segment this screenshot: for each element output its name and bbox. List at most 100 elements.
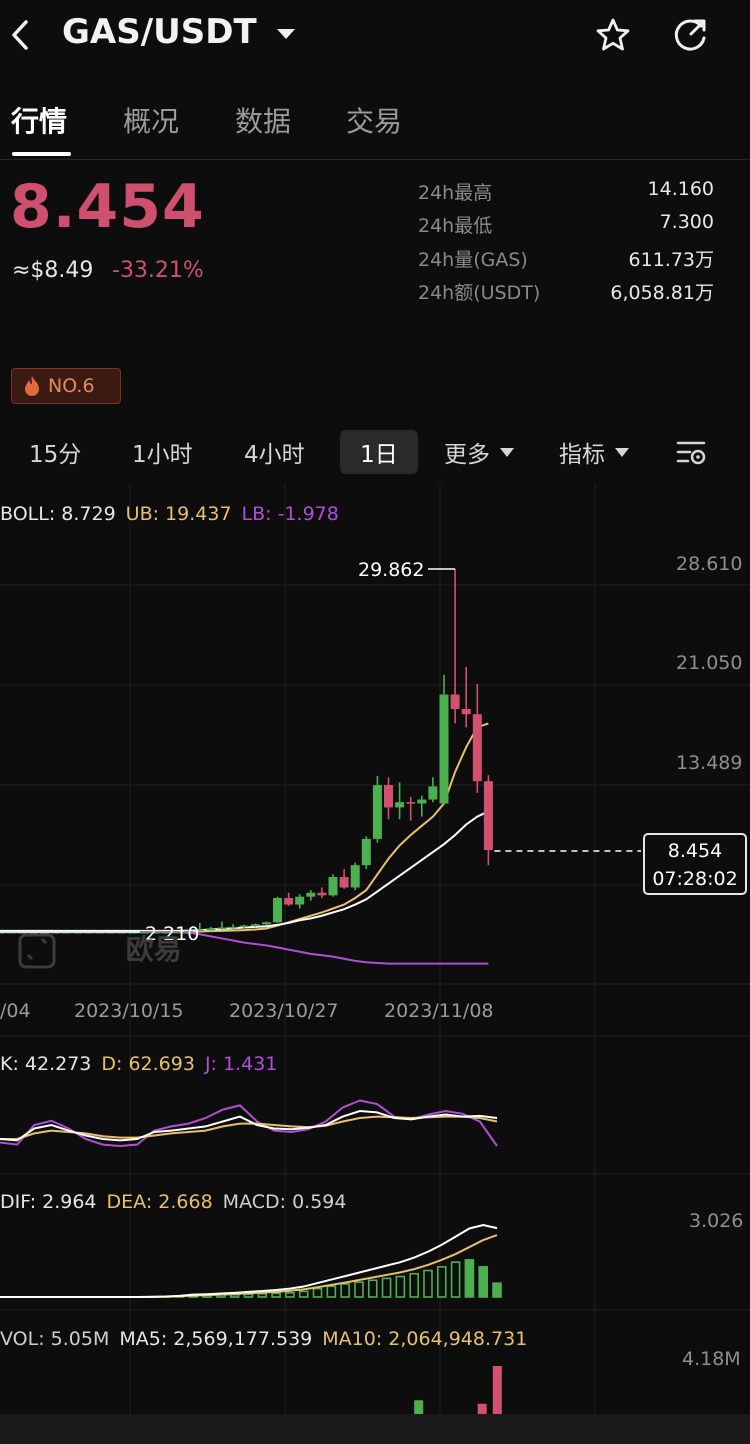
kdj-legend: K: 42.273 D: 62.693 J: 1.431: [0, 1053, 287, 1075]
watermark-text: 欧易: [125, 933, 182, 966]
date-label: 2023/10/15: [74, 1000, 184, 1022]
candle-body: [428, 786, 438, 800]
chart-overlay: [0, 568, 641, 933]
candle-body: [162, 932, 171, 934]
candle-body: [228, 926, 238, 929]
volume-bar: [477, 1403, 487, 1414]
price-axis-label: 21.050: [676, 652, 743, 674]
candle-countdown: 07:28:02: [652, 868, 738, 890]
indicator-menu[interactable]: 指标: [559, 430, 629, 474]
macd-chart: [0, 1223, 502, 1298]
macd-hist-bar: [354, 1281, 364, 1298]
date-label: 2023/11/08: [384, 1000, 494, 1022]
candle-body: [150, 932, 160, 934]
macd-axis-label: 3.026: [689, 1210, 744, 1232]
candles: [0, 569, 493, 934]
macd-hist-bar: [450, 1261, 461, 1298]
candle-body: [173, 931, 183, 934]
volume-bar: [492, 1366, 502, 1414]
macd-hist-bar: [409, 1272, 419, 1298]
candle-body: [372, 785, 382, 839]
share-icon[interactable]: [668, 14, 712, 56]
last-price-tag: 8.454 07:28:02: [643, 833, 747, 895]
timeframe-1d[interactable]: 1日: [340, 430, 418, 474]
candle-body: [206, 928, 216, 931]
candle-body: [184, 930, 194, 933]
pair-title[interactable]: GAS/USDT: [62, 12, 257, 52]
high-marker-label: 29.862: [358, 559, 425, 581]
kdj-k: K: 42.273: [0, 1053, 92, 1075]
timeframe-1h[interactable]: 1小时: [132, 442, 193, 468]
volume-axis-label: 4.18M: [682, 1348, 741, 1370]
candle-body: [350, 865, 360, 888]
boll-upper-line: [0, 810, 489, 932]
back-icon[interactable]: [0, 12, 40, 58]
volume-legend: VOL: 5.05M MA5: 2,569,177.539 MA10: 2,064,…: [0, 1328, 537, 1350]
macd-hist-bar: [257, 1292, 268, 1298]
vol-ma10: MA10: 2,064,948.731: [322, 1328, 528, 1350]
macd-dea: DEA: 2.668: [106, 1191, 213, 1213]
bottom-bar: [0, 1414, 750, 1444]
macd-hist-bar: [285, 1292, 295, 1298]
price-change: -33.21%: [112, 258, 204, 283]
timeframe-more[interactable]: 更多: [444, 430, 514, 474]
macd-hist-bar: [478, 1266, 488, 1298]
chart-settings-icon[interactable]: [672, 433, 712, 473]
macd-hist-bar: [298, 1290, 309, 1298]
candle-body: [483, 781, 493, 851]
watermark: 欧易: [18, 928, 182, 969]
okx-logo-icon: [18, 933, 56, 969]
candle-body: [139, 932, 149, 934]
vol-ma5: MA5: 2,569,177.539: [119, 1328, 313, 1350]
boll-lb: LB: -1.978: [241, 503, 339, 525]
candle-body: [250, 924, 260, 926]
timeframe-15m[interactable]: 15分: [29, 442, 82, 468]
rank-badge[interactable]: NO.6: [11, 368, 121, 404]
stat-high-value: 14.160: [647, 178, 714, 200]
candle-body: [417, 799, 427, 804]
date-label: /04: [0, 1000, 31, 1022]
tab-overview[interactable]: 概况: [123, 105, 180, 138]
boll-mid-line: [0, 722, 489, 933]
macd-hist-bar: [340, 1283, 350, 1298]
stat-low-value: 7.300: [659, 211, 714, 233]
macd-dif: DIF: 2.964: [0, 1191, 97, 1213]
stat-volume-label: 24h量(GAS): [418, 249, 528, 271]
kline-chart[interactable]: [0, 484, 750, 1414]
divider: [0, 159, 750, 160]
macd-hist-bar: [312, 1287, 323, 1298]
macd-legend: DIF: 2.964 DEA: 2.668 MACD: 0.594: [0, 1191, 356, 1213]
candle-body: [361, 838, 371, 866]
star-icon[interactable]: [592, 14, 634, 56]
tab-active-indicator: [12, 152, 71, 156]
low-marker-label: 2.210: [145, 923, 200, 945]
tab-trade[interactable]: 交易: [346, 105, 403, 138]
candle-body: [472, 714, 482, 782]
pair-dropdown-icon[interactable]: [272, 22, 300, 46]
candle-body: [461, 708, 471, 715]
macd-dif-line: [0, 1223, 498, 1298]
tab-data[interactable]: 数据: [235, 105, 292, 138]
volume-bars: [414, 1366, 502, 1414]
candle-body: [406, 802, 416, 804]
candle-body: [217, 927, 227, 930]
last-price: 8.454: [10, 172, 205, 242]
kdj-d-line: [0, 1115, 498, 1140]
more-label: 更多: [444, 442, 490, 468]
candle-body: [273, 897, 282, 923]
candle-body: [395, 802, 405, 808]
stat-turnover-label: 24h额(USDT): [418, 282, 541, 304]
kdj-j: J: 1.431: [204, 1053, 278, 1075]
macd-dea-line: [0, 1234, 498, 1298]
date-label: 2023/10/27: [229, 1000, 339, 1022]
timeframe-4h[interactable]: 4小时: [244, 442, 305, 468]
macd-hist-bar: [326, 1285, 337, 1298]
candle-body: [450, 694, 460, 709]
stat-volume-value: 611.73万: [628, 249, 714, 271]
chevron-down-icon: [500, 447, 514, 457]
fire-icon: [25, 376, 39, 396]
boll-legend: BOLL: 8.729 UB: 19.437 LB: -1.978: [0, 503, 349, 525]
tab-market[interactable]: 行情: [11, 105, 68, 138]
boll-value: BOLL: 8.729: [0, 503, 116, 525]
macd-hist-bar: [243, 1293, 254, 1298]
